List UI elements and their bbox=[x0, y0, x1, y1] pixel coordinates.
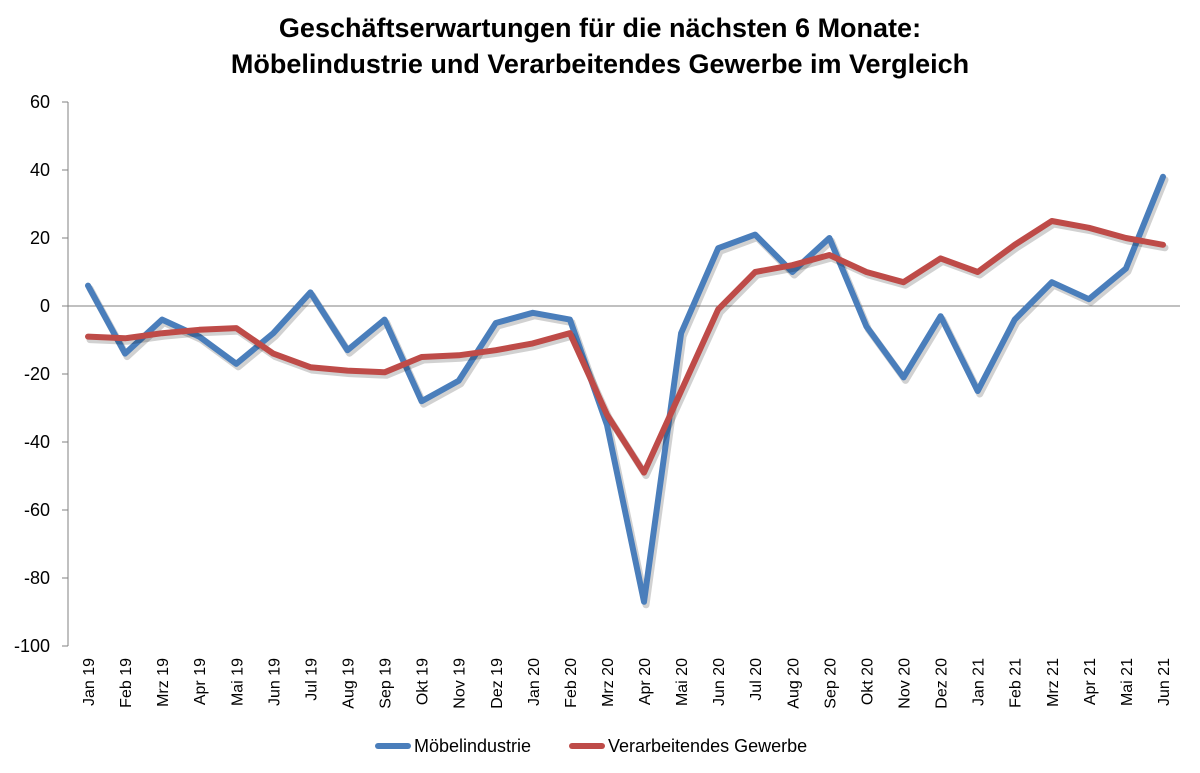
x-tick-label: Dez 19 bbox=[489, 658, 506, 709]
chart-title: Geschäftserwartungen für die nächsten 6 … bbox=[0, 10, 1200, 82]
y-tick-label: -80 bbox=[24, 568, 50, 588]
x-tick-label: Sep 20 bbox=[822, 658, 839, 709]
x-tick-label: Mai 21 bbox=[1119, 658, 1136, 706]
legend-item: Möbelindustrie bbox=[375, 736, 531, 756]
series-line bbox=[85, 218, 1166, 476]
legend-item: Verarbeitendes Gewerbe bbox=[569, 736, 807, 756]
x-tick-label: Mrz 21 bbox=[1045, 658, 1062, 707]
y-tick-label: -100 bbox=[14, 636, 50, 656]
y-tick-label: 60 bbox=[30, 92, 50, 112]
x-tick-label: Apr 19 bbox=[192, 658, 209, 705]
x-tick-label: Aug 19 bbox=[340, 658, 357, 709]
x-tick-label: Feb 20 bbox=[563, 658, 580, 708]
x-tick-label: Jun 20 bbox=[711, 658, 728, 706]
x-tick-label: Aug 20 bbox=[785, 658, 802, 709]
y-tick-label: -20 bbox=[24, 364, 50, 384]
x-tick-label: Okt 19 bbox=[415, 658, 432, 705]
x-tick-label: Dez 20 bbox=[934, 658, 951, 709]
legend-label: Möbelindustrie bbox=[414, 736, 531, 756]
x-tick-label: Mrz 19 bbox=[155, 658, 172, 707]
y-tick-label: 40 bbox=[30, 160, 50, 180]
series-layer bbox=[85, 173, 1169, 609]
x-tick-label: Jun 19 bbox=[266, 658, 283, 706]
x-tick-label: Nov 20 bbox=[897, 658, 914, 709]
x-tick-label: Jan 20 bbox=[526, 658, 543, 706]
legend: Möbelindustrie Verarbeitendes Gewerbe bbox=[375, 736, 807, 756]
x-tick-label: Sep 19 bbox=[378, 658, 395, 709]
series-line-shadow bbox=[86, 176, 1169, 609]
x-tick-label: Mai 20 bbox=[674, 658, 691, 706]
y-tick-label: -40 bbox=[24, 432, 50, 452]
axes: 60 40 20 0 -20 -40 -60 -80 -100 Jan 19 Feb 19 Mrz 1… bbox=[14, 92, 1180, 709]
x-tick-label: Apr 20 bbox=[637, 658, 654, 705]
series-verarbeitendes-gewerbe bbox=[85, 218, 1169, 480]
y-tick-label: 20 bbox=[30, 228, 50, 248]
series-line bbox=[85, 173, 1166, 605]
series-moebelindustrie bbox=[85, 173, 1169, 609]
x-tick-label: Apr 21 bbox=[1082, 658, 1099, 705]
x-tick-label: Jan 19 bbox=[81, 658, 98, 706]
x-tick-label: Mrz 20 bbox=[600, 658, 617, 707]
chart-title-line-1: Geschäftserwartungen für die nächsten 6 … bbox=[278, 13, 922, 43]
y-tick-label: -60 bbox=[24, 500, 50, 520]
x-tick-label: Mai 19 bbox=[229, 658, 246, 706]
x-tick-label: Feb 21 bbox=[1008, 658, 1025, 708]
x-tick-label: Feb 19 bbox=[118, 658, 135, 708]
x-tick-label: Okt 20 bbox=[859, 658, 876, 705]
x-tick-label: Jul 20 bbox=[748, 658, 765, 701]
x-tick-label: Jan 21 bbox=[971, 658, 988, 706]
x-tick-label: Nov 19 bbox=[452, 658, 469, 709]
x-tick-label: Jul 19 bbox=[303, 658, 320, 701]
y-tick-label: 0 bbox=[40, 296, 50, 316]
legend-label: Verarbeitendes Gewerbe bbox=[608, 736, 807, 756]
x-tick-label: Jun 21 bbox=[1156, 658, 1173, 706]
chart-title-line-2: Möbelindustrie und Verarbeitendes Gewerb… bbox=[230, 49, 970, 79]
